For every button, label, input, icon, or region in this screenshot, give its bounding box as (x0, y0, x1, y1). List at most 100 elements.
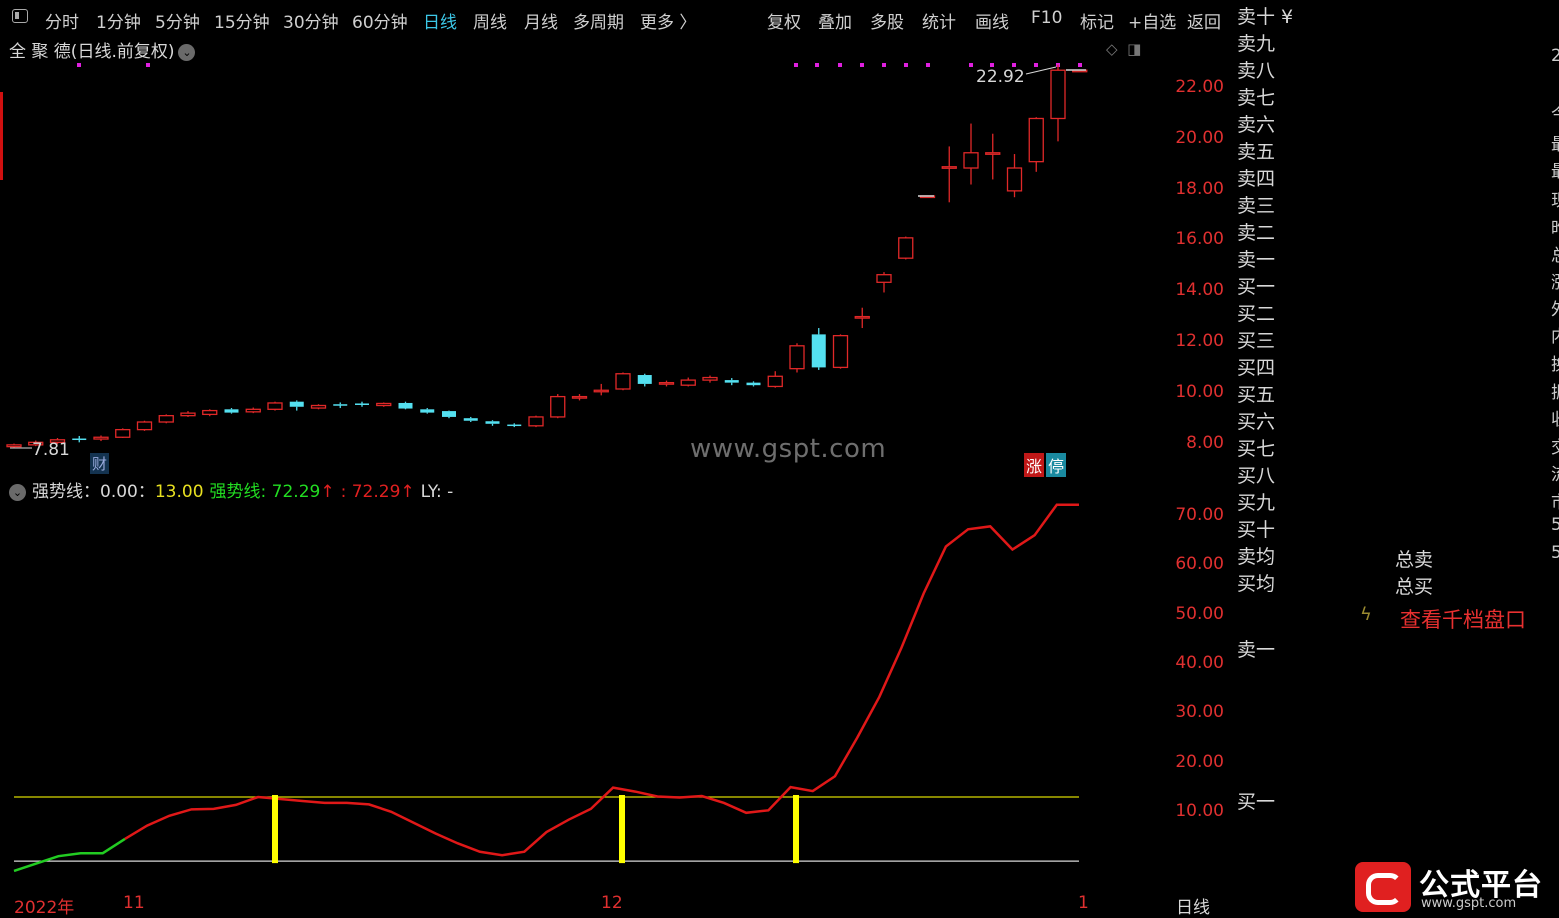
magenta-dots (77, 63, 1082, 67)
tool-button-4[interactable]: 画线 (975, 13, 1009, 33)
order-row-17: 买八 (1237, 465, 1276, 487)
candle-body (376, 402, 392, 407)
candle-body (724, 380, 739, 383)
red-edge-bar (0, 92, 3, 180)
signals (272, 795, 799, 864)
order-row-0: 卖十 ¥ (1237, 6, 1294, 28)
chevron-down-icon[interactable]: ⌄ (178, 43, 196, 61)
finance-badge[interactable]: 财 (90, 453, 110, 474)
order-row-13: 买四 (1237, 357, 1276, 379)
indicator-red-label: : 72.29 (340, 482, 401, 502)
candle (680, 377, 696, 387)
right-edge-char: 内 (1551, 322, 1559, 347)
signal-dot (882, 63, 886, 67)
candle (180, 411, 196, 417)
candle (876, 272, 892, 293)
candle-body (485, 421, 500, 424)
diamond-icon[interactable]: ◇ (1106, 40, 1118, 58)
candle-body (115, 428, 131, 438)
indicator-tick: 70.00 (1175, 505, 1224, 525)
candle-body (224, 409, 239, 413)
indicator-ly: LY: - (420, 482, 454, 502)
indicator-sep2: ： (137, 482, 155, 502)
tool-button-7[interactable]: +自选 (1128, 13, 1177, 33)
order-buy1-repeat: 买一 (1237, 791, 1276, 813)
tab-2[interactable]: 5分钟 (155, 13, 200, 33)
candle (898, 236, 914, 260)
date-label-year: 2022年 (14, 898, 75, 918)
tool-button-2[interactable]: 多股 (870, 13, 904, 33)
candle (202, 409, 218, 417)
indicator-strong-label: 强势线: 72.29 (209, 482, 321, 502)
candle (702, 375, 718, 383)
tab-3[interactable]: 15分钟 (214, 13, 270, 33)
right-edge-char: 涨 (1551, 268, 1559, 293)
indicator-sep: ： (83, 482, 100, 502)
tab-4[interactable]: 30分钟 (283, 13, 339, 33)
tab-9[interactable]: 多周期 (573, 13, 624, 33)
order-row-18: 买九 (1237, 492, 1276, 514)
tool-button-1[interactable]: 叠加 (818, 13, 852, 33)
chevron-down-icon[interactable]: ⌄ (9, 483, 26, 501)
indicator-tick: 60.00 (1175, 554, 1224, 575)
candles (6, 64, 1088, 449)
candle-body (876, 274, 892, 283)
signal-dot (1078, 63, 1082, 67)
tab-1[interactable]: 1分钟 (96, 13, 141, 33)
signal-dot (146, 63, 150, 67)
candle (245, 407, 261, 414)
candle-body (854, 315, 870, 319)
tab-7[interactable]: 周线 (473, 13, 507, 33)
candle (420, 408, 435, 414)
tool-button-3[interactable]: 统计 (922, 13, 956, 33)
candle-body (267, 402, 283, 410)
order-row-2: 卖八 (1237, 60, 1276, 82)
signal-dot (815, 63, 819, 67)
panel-icon[interactable]: ◨ (1127, 40, 1142, 58)
tab-10[interactable]: 更多 〉 (640, 13, 697, 33)
candle-body (528, 416, 544, 427)
candle (289, 400, 304, 411)
candle-body (832, 334, 849, 369)
tab-8[interactable]: 月线 (524, 13, 558, 33)
date-label-nov: 11 (123, 893, 145, 913)
candle (376, 402, 392, 407)
toolbar: 分时 1分钟 5分钟 15分钟 30分钟 60分钟 日线 周线 月线 多周期 更多 〉 复权 叠加 多股… (0, 0, 1232, 36)
order-row-16: 买七 (1237, 438, 1276, 460)
tool-button-5[interactable]: F10 (1031, 8, 1063, 28)
candle-body (1050, 69, 1066, 120)
price-tick: 8.00 (1186, 432, 1224, 453)
tab-6[interactable]: 日线 (423, 13, 457, 33)
tool-button-6[interactable]: 标记 (1080, 13, 1114, 33)
right-edge-char: 市 (1551, 488, 1559, 513)
candle (963, 123, 979, 185)
tool-button-0[interactable]: 复权 (767, 13, 801, 33)
right-edge-char: 最 (1551, 157, 1559, 182)
right-edge-char: 5 (1551, 543, 1559, 563)
low-price-label: 7.81 (32, 440, 70, 460)
candle (158, 414, 174, 424)
stock-title[interactable]: 全 聚 德(日线.前复权) ⌄ (9, 37, 196, 62)
right-edge-char: 外 (1551, 295, 1559, 320)
tab-5[interactable]: 60分钟 (352, 13, 408, 33)
indicator-tick: 30.00 (1175, 702, 1224, 723)
strength-line-red (124, 503, 1079, 857)
candle (637, 373, 652, 387)
candle-body (310, 404, 327, 409)
indicator-tick: 20.00 (1175, 751, 1224, 772)
right-edge-char: 流 (1551, 460, 1559, 485)
tool-button-8[interactable]: 返回 (1187, 13, 1221, 33)
date-label-dec: 12 (601, 893, 623, 913)
tab-0[interactable]: 分时 (45, 13, 79, 33)
right-edge-char: 收 (1551, 405, 1559, 430)
signal-dot (794, 63, 798, 67)
view-depth-link[interactable]: 查看千档盘口 (1400, 608, 1526, 632)
candle (854, 307, 870, 329)
sidebar-toggle-icon[interactable] (12, 9, 28, 23)
right-edge-char: 5 (1551, 515, 1559, 535)
price-tick: 16.00 (1175, 229, 1224, 250)
order-row-21: 买均 (1237, 573, 1276, 595)
signal-dot (990, 63, 994, 67)
candle-body (571, 395, 588, 399)
candle-body (1028, 117, 1044, 163)
